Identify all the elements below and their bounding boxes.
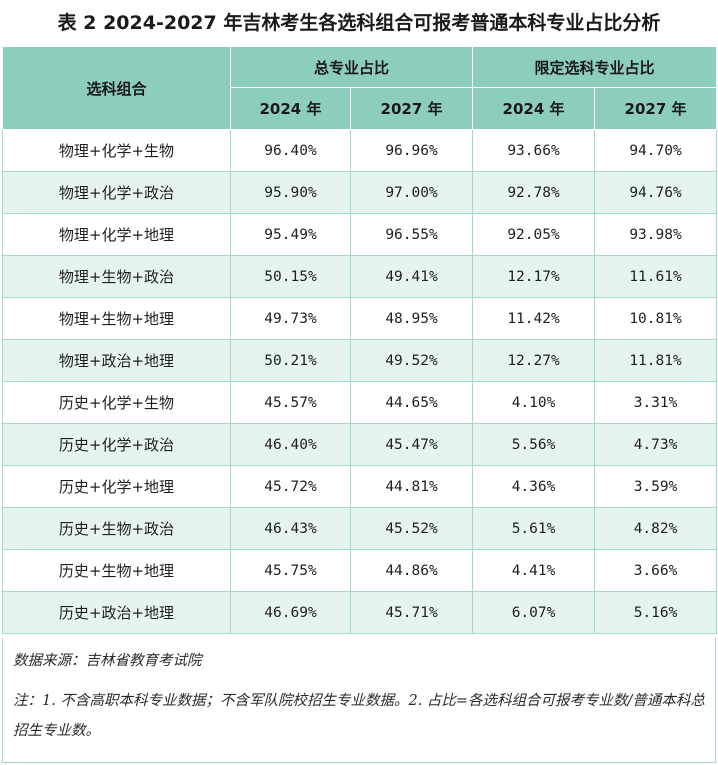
combo-cell: 历史+政治+地理 [2,591,231,634]
header-total-2027: 2027 年 [349,87,474,130]
combo-cell: 历史+化学+生物 [2,381,231,424]
limited-2027-cell: 93.98% [594,213,718,256]
limited-2024-cell: 4.10% [472,381,596,424]
total-2024-cell: 46.43% [230,507,351,550]
combo-cell: 物理+政治+地理 [2,339,231,382]
total-2027-cell: 49.41% [349,255,474,298]
total-2027-cell: 45.47% [349,423,474,466]
total-2024-cell: 45.57% [230,381,351,424]
footnote: 注：1. 不含高职本科专业数据；不含军队院校招生专业数据。2. 占比=各选科组合… [13,693,705,739]
table-row: 物理+化学+地理 95.49% 96.55% 92.05% 93.98% [2,213,718,256]
limited-2027-cell: 11.61% [594,255,718,298]
limited-2024-cell: 93.66% [472,129,596,172]
table-title: 表 2 2024-2027 年吉林考生各选科组合可报考普通本科专业占比分析 [57,12,661,34]
total-2024-cell: 95.90% [230,171,351,214]
total-2027-cell: 45.52% [349,507,474,550]
limited-2024-cell: 92.05% [472,213,596,256]
total-2027-cell: 44.65% [349,381,474,424]
header-combo: 选科组合 [2,46,231,130]
notes-section: 数据来源：吉林省教育考试院 注：1. 不含高职本科专业数据；不含军队院校招生专业… [2,638,716,763]
data-source: 数据来源：吉林省教育考试院 [13,653,202,669]
limited-2024-cell: 4.36% [472,465,596,508]
limited-2027-cell: 4.73% [594,423,718,466]
limited-2027-cell: 3.66% [594,549,718,592]
total-2024-cell: 96.40% [230,129,351,172]
total-2024-cell: 46.40% [230,423,351,466]
limited-2024-cell: 92.78% [472,171,596,214]
combo-cell: 物理+化学+政治 [2,171,231,214]
combo-cell: 历史+生物+政治 [2,507,231,550]
table-row: 历史+化学+地理 45.72% 44.81% 4.36% 3.59% [2,465,718,508]
header-limited-2027: 2027 年 [594,87,718,130]
total-2024-cell: 49.73% [230,297,351,340]
total-2027-cell: 96.55% [349,213,474,256]
limited-2027-cell: 94.70% [594,129,718,172]
total-2024-cell: 50.15% [230,255,351,298]
limited-2024-cell: 12.27% [472,339,596,382]
combo-cell: 物理+化学+地理 [2,213,231,256]
total-2027-cell: 48.95% [349,297,474,340]
table-row: 历史+生物+政治 46.43% 45.52% 5.61% 4.82% [2,507,718,550]
limited-2027-cell: 4.82% [594,507,718,550]
combo-cell: 历史+化学+地理 [2,465,231,508]
limited-2027-cell: 94.76% [594,171,718,214]
header-limited-2024: 2024 年 [472,87,596,130]
total-2024-cell: 45.75% [230,549,351,592]
combo-cell: 物理+化学+生物 [2,129,231,172]
total-2024-cell: 95.49% [230,213,351,256]
total-2027-cell: 96.96% [349,129,474,172]
table-row: 物理+化学+生物 96.40% 96.96% 93.66% 94.70% [2,129,718,172]
table-body: 物理+化学+生物 96.40% 96.96% 93.66% 94.70% 物理+化学+政治… [2,129,718,634]
limited-2024-cell: 12.17% [472,255,596,298]
total-2027-cell: 45.71% [349,591,474,634]
header-limited-share: 限定选科专业占比 [472,46,718,88]
combo-cell: 物理+生物+政治 [2,255,231,298]
table-row: 物理+生物+地理 49.73% 48.95% 11.42% 10.81% [2,297,718,340]
total-2024-cell: 45.72% [230,465,351,508]
total-2024-cell: 46.69% [230,591,351,634]
total-2024-cell: 50.21% [230,339,351,382]
table-row: 历史+化学+政治 46.40% 45.47% 5.56% 4.73% [2,423,718,466]
limited-2024-cell: 5.56% [472,423,596,466]
limited-2027-cell: 11.81% [594,339,718,382]
limited-2024-cell: 11.42% [472,297,596,340]
limited-2027-cell: 10.81% [594,297,718,340]
limited-2024-cell: 4.41% [472,549,596,592]
table-row: 历史+生物+地理 45.75% 44.86% 4.41% 3.66% [2,549,718,592]
total-2027-cell: 44.81% [349,465,474,508]
combo-cell: 历史+化学+政治 [2,423,231,466]
header-total-2024: 2024 年 [230,87,351,130]
total-2027-cell: 49.52% [349,339,474,382]
limited-2027-cell: 3.59% [594,465,718,508]
limited-2024-cell: 5.61% [472,507,596,550]
table-row: 历史+化学+生物 45.57% 44.65% 4.10% 3.31% [2,381,718,424]
total-2027-cell: 97.00% [349,171,474,214]
total-2027-cell: 44.86% [349,549,474,592]
combo-cell: 物理+生物+地理 [2,297,231,340]
limited-2027-cell: 5.16% [594,591,718,634]
combo-cell: 历史+生物+地理 [2,549,231,592]
table-row: 物理+政治+地理 50.21% 49.52% 12.27% 11.81% [2,339,718,382]
limited-2027-cell: 3.31% [594,381,718,424]
table-row: 历史+政治+地理 46.69% 45.71% 6.07% 5.16% [2,591,718,634]
data-table: 选科组合 总专业占比 限定选科专业占比 2024 年 2027 年 2024 年… [2,46,718,634]
table-header: 选科组合 总专业占比 限定选科专业占比 2024 年 2027 年 2024 年… [2,46,718,130]
table-row: 物理+化学+政治 95.90% 97.00% 92.78% 94.76% [2,171,718,214]
limited-2024-cell: 6.07% [472,591,596,634]
header-total-share: 总专业占比 [229,46,474,88]
table-row: 物理+生物+政治 50.15% 49.41% 12.17% 11.61% [2,255,718,298]
